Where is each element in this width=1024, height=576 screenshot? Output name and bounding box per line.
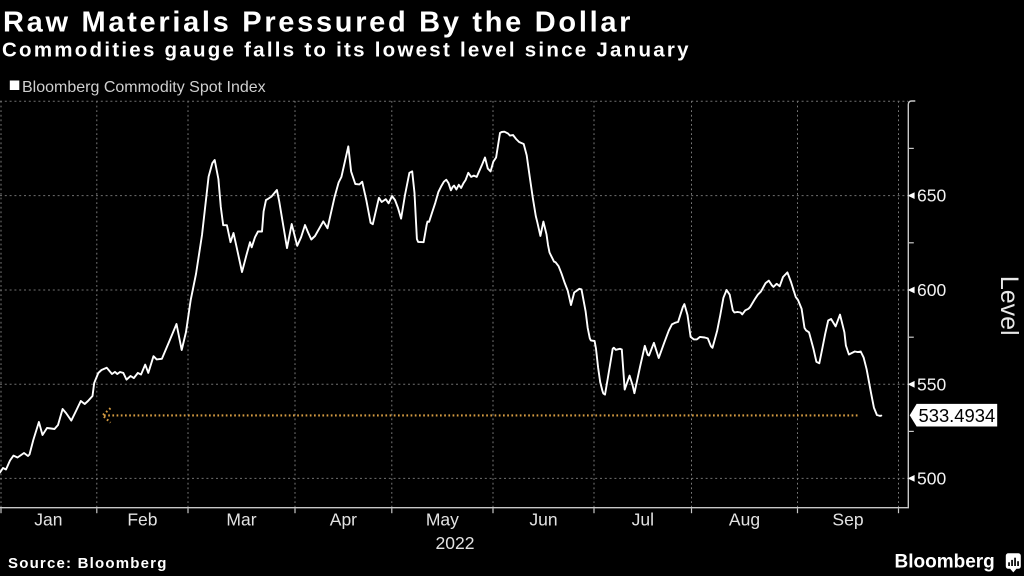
svg-text:Source: Bloomberg: Source: Bloomberg <box>8 555 168 572</box>
svg-text:Sep: Sep <box>832 510 863 530</box>
svg-text:Mar: Mar <box>226 510 256 530</box>
svg-text:500: 500 <box>917 469 946 489</box>
svg-text:550: 550 <box>917 374 946 394</box>
svg-text:Jan: Jan <box>34 510 62 530</box>
svg-text:Apr: Apr <box>330 510 357 530</box>
svg-text:Level: Level <box>995 276 1023 336</box>
svg-text:Jun: Jun <box>529 510 557 530</box>
svg-text:Bloomberg: Bloomberg <box>895 552 995 573</box>
svg-text:Aug: Aug <box>729 510 760 530</box>
svg-text:650: 650 <box>917 186 946 206</box>
svg-text:Raw Materials Pressured By the: Raw Materials Pressured By the Dollar <box>3 7 633 39</box>
svg-text:2022: 2022 <box>436 533 475 553</box>
svg-text:600: 600 <box>917 280 946 300</box>
svg-text:May: May <box>426 510 459 530</box>
svg-text:Commodities gauge falls to its: Commodities gauge falls to its lowest le… <box>2 38 691 61</box>
svg-text:Bloomberg Commodity Spot Index: Bloomberg Commodity Spot Index <box>22 79 266 96</box>
svg-text:533.4934: 533.4934 <box>919 405 996 426</box>
svg-text:Feb: Feb <box>127 510 157 530</box>
svg-text:Jul: Jul <box>632 510 654 530</box>
